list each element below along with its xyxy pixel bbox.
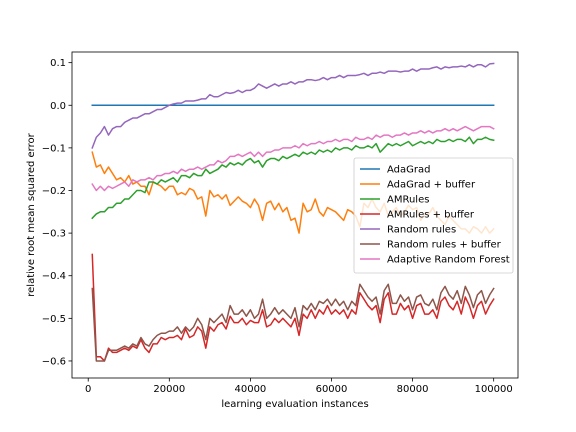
series-line-7 [91, 125, 495, 192]
y-tick-label-7: 0.1 [50, 58, 66, 69]
legend-label-5: Random rules [387, 225, 456, 236]
x-tick-label-0: 0 [85, 384, 91, 395]
y-tick-label-1: −0.5 [42, 314, 66, 325]
series-layer [91, 62, 495, 362]
x-tick-label-1: 20000 [153, 384, 185, 395]
y-tick-label-0: −0.6 [42, 356, 66, 367]
y-tick-label-5: −0.1 [42, 143, 66, 154]
legend-box [353, 157, 514, 274]
x-tick-label-3: 60000 [316, 384, 348, 395]
y-tick-label-2: −0.4 [42, 271, 66, 282]
legend-label-3: AMRules [387, 195, 429, 206]
legend-label-1: AdaGrad [387, 165, 430, 176]
axes-frame [71, 51, 519, 379]
x-tick-label-4: 80000 [397, 384, 429, 395]
x-tick-label-2: 40000 [234, 384, 266, 395]
legend-label-4: AMRules + buffer [387, 210, 475, 221]
legend-label-2: AdaGrad + buffer [387, 180, 476, 191]
legend-label-6: Random rules + buffer [387, 240, 502, 251]
x-tick-label-5: 100000 [475, 384, 513, 395]
y-tick-label-4: −0.2 [42, 186, 66, 197]
series-line-5 [91, 62, 495, 149]
y-axis-label: relative root mean squared error [26, 132, 37, 296]
legend: AdaGrad AdaGrad + buffer AMRules AMRules + … [353, 157, 514, 274]
axes-layer: 0 20000 40000 60000 80000 100000 −0.6 −0.5 −0.4 −… [42, 51, 519, 395]
series-line-6 [91, 283, 495, 362]
series-line-4 [91, 253, 495, 362]
y-tick-label-6: 0.0 [50, 101, 66, 112]
x-axis-label: learning evaluation instances [221, 399, 368, 410]
legend-label-7: Adaptive Random Forest [387, 255, 510, 266]
y-tick-label-3: −0.3 [42, 229, 66, 240]
series-line-3 [91, 136, 495, 220]
